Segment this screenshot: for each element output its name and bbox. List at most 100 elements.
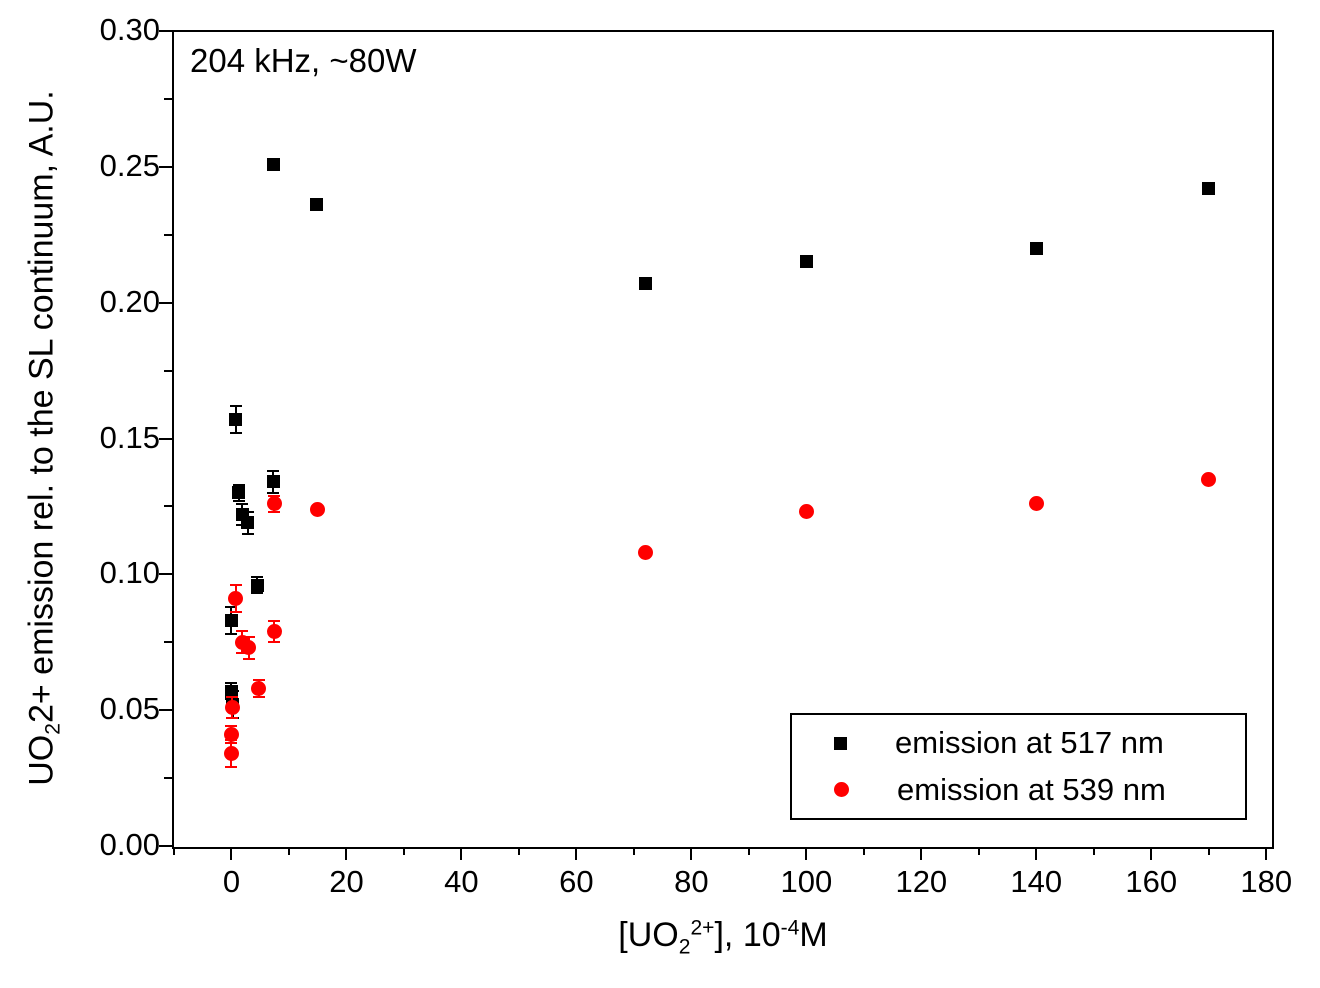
- data-point-circle-539nm: [1201, 471, 1217, 487]
- x-tick-label: 20: [329, 864, 364, 899]
- y-minor-tick: [164, 641, 172, 644]
- error-bar-cap: [251, 576, 264, 579]
- error-bar-cap: [241, 532, 254, 535]
- error-bar-cap: [225, 766, 238, 769]
- y-minor-tick: [164, 233, 172, 236]
- error-bar-cap: [225, 725, 238, 728]
- x-axis-label-sup: 2+: [690, 916, 715, 940]
- error-bar-cap: [232, 483, 245, 486]
- x-minor-tick: [747, 847, 750, 855]
- x-major-tick: [345, 847, 348, 860]
- y-minor-tick: [164, 369, 172, 372]
- x-major-tick: [1265, 847, 1268, 860]
- error-bar-cap: [252, 679, 265, 682]
- x-axis-label-text: ], 10: [714, 916, 781, 954]
- error-bar-cap: [267, 491, 280, 494]
- y-tick-label: 0.25: [99, 147, 160, 183]
- error-bar-cap: [242, 657, 255, 660]
- legend-entry-539nm: emission at 539 nm: [792, 772, 1245, 808]
- y-tick-label: 0.05: [99, 691, 160, 727]
- error-bar-cap: [225, 633, 238, 636]
- data-point-square-517nm: [250, 578, 264, 592]
- x-minor-tick: [173, 847, 175, 855]
- data-point-circle-539nm: [637, 545, 653, 561]
- x-tick-label: 160: [1125, 864, 1178, 899]
- data-point-circle-539nm: [309, 501, 325, 517]
- error-bar-cap: [268, 619, 281, 622]
- error-bar-cap: [267, 470, 280, 473]
- data-point-circle-539nm: [251, 680, 266, 696]
- y-major-tick: [159, 301, 172, 304]
- x-axis-label-text: [UO: [618, 916, 679, 954]
- x-tick-label: 60: [559, 864, 594, 899]
- data-point-square-517nm: [266, 475, 280, 489]
- x-minor-tick: [977, 847, 980, 855]
- x-major-tick: [690, 847, 693, 860]
- error-bar-cap: [242, 635, 255, 638]
- data-point-square-517nm: [232, 486, 246, 500]
- x-minor-tick: [632, 847, 635, 855]
- legend-entry-517nm: emission at 517 nm: [792, 725, 1245, 761]
- y-minor-tick: [164, 97, 172, 100]
- legend-circle-marker-icon: [834, 782, 849, 798]
- data-point-square-517nm: [310, 198, 324, 212]
- y-axis-label-sub: 2: [41, 723, 65, 735]
- error-bar-cap: [268, 510, 281, 513]
- y-axis-label-text: 2+ emission rel. to the SL continuum, A.…: [22, 90, 61, 724]
- x-tick-label: 0: [222, 864, 241, 899]
- data-point-square-517nm: [1202, 182, 1216, 196]
- plot-annotation: 204 kHz, ~80W: [190, 42, 417, 79]
- y-major-tick: [159, 165, 172, 168]
- x-tick-label: 140: [1010, 864, 1063, 899]
- error-bar-cap: [236, 652, 249, 655]
- error-bar-cap: [251, 592, 264, 595]
- y-major-tick: [159, 845, 172, 847]
- x-major-tick: [920, 847, 923, 860]
- y-minor-tick: [164, 505, 172, 508]
- error-bar-cap: [225, 682, 238, 684]
- x-major-tick: [805, 847, 808, 860]
- x-tick-label: 180: [1240, 864, 1293, 899]
- x-axis-label-sub: 2: [678, 935, 691, 959]
- y-axis-label: UO22+ emission rel. to the SL continuum,…: [22, 90, 65, 786]
- x-major-tick: [1035, 847, 1038, 860]
- data-point-square-517nm: [799, 255, 813, 269]
- y-major-tick: [159, 573, 172, 576]
- data-point-circle-539nm: [266, 623, 282, 639]
- x-minor-tick: [287, 847, 290, 855]
- legend-square-marker-icon: [834, 736, 847, 750]
- legend-box: emission at 517 nm emission at 539 nm: [790, 713, 1247, 820]
- x-tick-label: 80: [674, 864, 709, 899]
- x-major-tick: [230, 847, 233, 860]
- y-tick-label: 0.00: [99, 827, 160, 862]
- x-tick-label: 100: [780, 864, 833, 899]
- x-axis-label-sup: -4: [780, 916, 800, 940]
- error-bar-cap: [229, 611, 242, 614]
- x-major-tick: [1150, 847, 1153, 860]
- data-point-circle-539nm: [1028, 496, 1044, 512]
- data-point-circle-539nm: [223, 727, 239, 743]
- error-bar-cap: [229, 404, 242, 407]
- y-major-tick: [159, 30, 172, 32]
- x-minor-tick: [517, 847, 520, 855]
- x-tick-label: 40: [444, 864, 479, 899]
- y-major-tick: [159, 437, 172, 440]
- data-point-circle-539nm: [266, 496, 282, 512]
- error-bar-cap: [225, 605, 238, 608]
- error-bar-cap: [268, 641, 281, 644]
- error-bar-cap: [236, 502, 249, 505]
- data-point-square-517nm: [224, 684, 238, 698]
- x-major-tick: [575, 847, 578, 860]
- x-minor-tick: [402, 847, 405, 855]
- data-point-circle-539nm: [241, 640, 257, 656]
- x-major-tick: [460, 847, 463, 860]
- x-minor-tick: [862, 847, 865, 855]
- y-axis-label-text: UO: [22, 734, 61, 786]
- legend-label-539nm: emission at 539 nm: [897, 771, 1166, 807]
- y-tick-label: 0.10: [99, 555, 160, 591]
- error-bar-cap: [226, 695, 239, 698]
- data-point-square-517nm: [266, 157, 280, 171]
- y-tick-label: 0.15: [99, 419, 160, 455]
- y-major-tick: [159, 709, 172, 712]
